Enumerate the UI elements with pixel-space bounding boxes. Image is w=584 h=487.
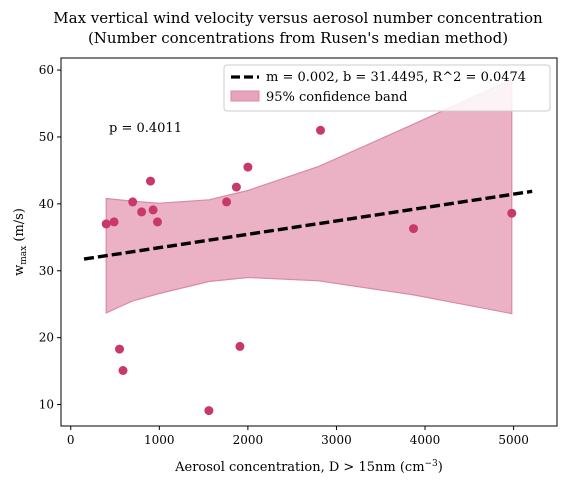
- legend-band-label: 95% confidence band: [266, 90, 407, 105]
- p-value-annotation: p = 0.4011: [109, 121, 182, 136]
- x-tick-label-1000: 1000: [144, 433, 175, 447]
- x-axis-label: Aerosol concentration, D > 15nm (cm−3): [174, 459, 443, 475]
- scatter-point-6: [137, 207, 147, 217]
- y-axis-label-text: w: [12, 265, 27, 276]
- legend-band-swatch: [230, 90, 260, 102]
- x-tick-label-5000: 5000: [498, 433, 529, 447]
- scatter-point-17: [507, 208, 517, 218]
- y-tick-label-40: 40: [39, 197, 54, 211]
- y-tick-label-30: 30: [39, 264, 54, 278]
- x-tick-label-0: 0: [67, 433, 75, 447]
- scatter-point-3: [115, 344, 124, 354]
- scatter-point-5: [128, 197, 138, 207]
- y-axis-label-end: (m/s): [12, 208, 27, 246]
- scatter-point-1: [101, 219, 111, 229]
- scatter-point-15: [316, 125, 325, 135]
- x-axis-label-text: Aerosol concentration, D > 15nm (cm: [174, 460, 424, 475]
- axes: 0 1000 2000 3000 4000 5000 10 20 30 40 50 60: [39, 57, 558, 447]
- scatter-point-16: [409, 224, 418, 234]
- scatter-point-7: [146, 176, 155, 186]
- scatter-point-11: [222, 197, 232, 207]
- scatter-point-13: [235, 341, 245, 351]
- scatter-point-10: [204, 406, 214, 416]
- x-tick-label-3000: 3000: [321, 433, 352, 447]
- x-tick-label-2000: 2000: [233, 433, 264, 447]
- y-tick-label-10: 10: [39, 398, 54, 412]
- scatter-point-8: [148, 205, 158, 215]
- legend: m = 0.002, b = 31.4495, R^2 = 0.0474 95%…: [223, 64, 551, 112]
- x-axis-label-end: ): [438, 460, 443, 475]
- scatter-point-14: [243, 162, 253, 172]
- chart-subtitle: (Number concentrations from Rusen's medi…: [88, 29, 508, 47]
- x-tick-label-4000: 4000: [410, 433, 441, 447]
- y-axis-label: wmax (m/s): [12, 208, 29, 276]
- scatter-point-2: [109, 217, 119, 227]
- plot-area: [83, 78, 533, 416]
- scatter-point-9: [153, 217, 162, 227]
- y-tick-label-60: 60: [39, 63, 54, 77]
- scatter-point-4: [118, 366, 128, 375]
- scatter-point-12: [231, 182, 241, 192]
- chart-title: Max vertical wind velocity versus aeroso…: [53, 9, 543, 27]
- x-axis-label-superscript: −3: [425, 459, 439, 469]
- legend-frame: [223, 64, 551, 112]
- y-tick-label-50: 50: [39, 130, 54, 144]
- y-axis-label-subscript: max: [19, 246, 29, 265]
- y-tick-label-20: 20: [39, 331, 54, 345]
- axes-frame: [60, 57, 558, 427]
- legend-fit-line-label: m = 0.002, b = 31.4495, R^2 = 0.0474: [266, 70, 526, 85]
- confidence-band: [105, 78, 513, 315]
- regression-fit-line: [83, 189, 533, 261]
